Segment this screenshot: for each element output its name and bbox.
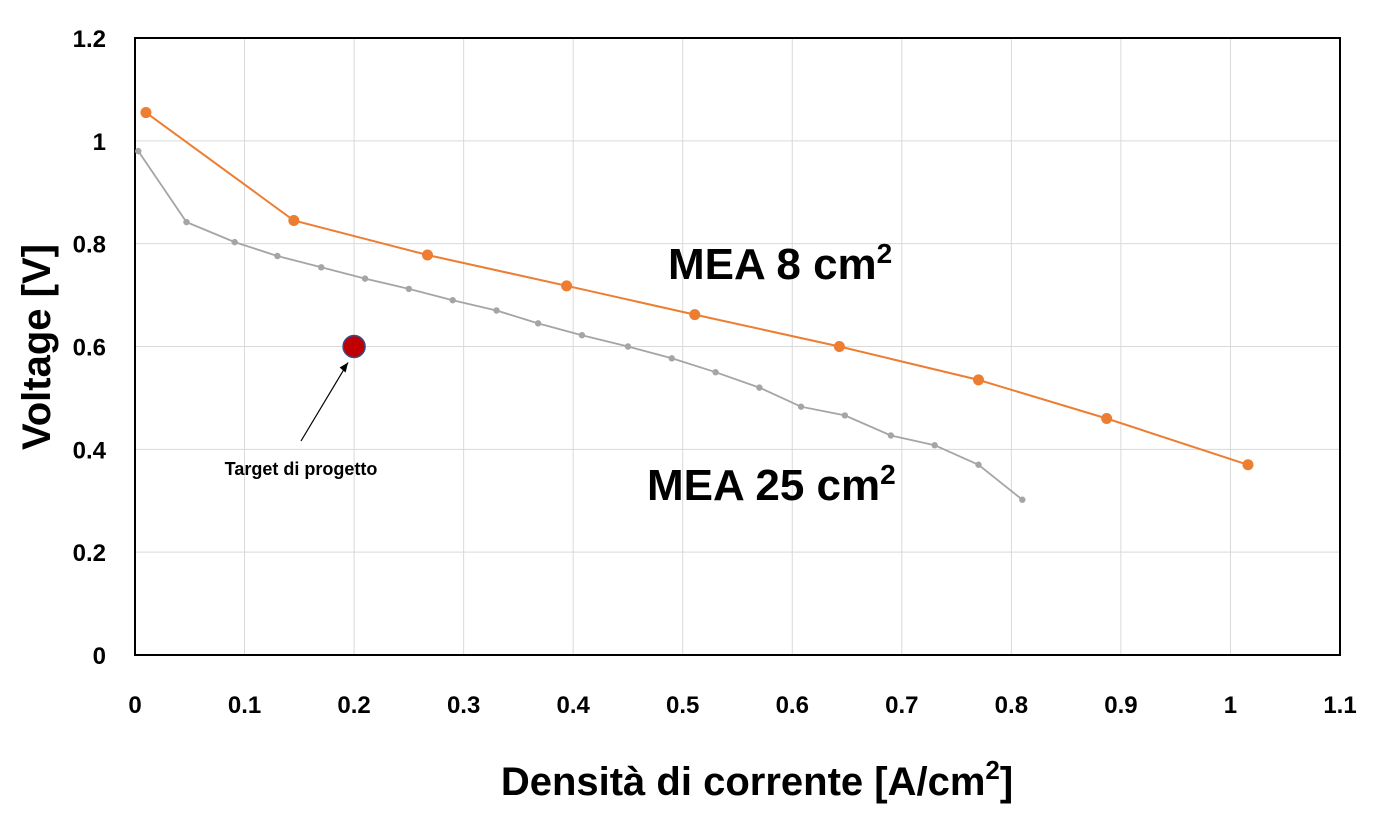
- target-label: Target di progetto: [225, 459, 378, 479]
- x-tick-label: 0.2: [337, 692, 370, 719]
- data-point-mea-25: [405, 285, 413, 293]
- y-tick-label: 1: [93, 129, 106, 156]
- data-point-mea-25: [841, 412, 849, 419]
- series-group: [135, 107, 1254, 503]
- x-tick-label: 0.7: [885, 692, 918, 719]
- x-tick-label: 0.6: [776, 692, 809, 719]
- target-point: [342, 334, 366, 359]
- data-point-mea-8: [288, 215, 300, 227]
- y-tick-label: 0.8: [73, 232, 106, 259]
- series-label-mea-8: MEA 8 cm2: [668, 238, 892, 289]
- x-tick-label: 1: [1224, 692, 1237, 719]
- data-point-mea-25: [361, 275, 369, 282]
- data-point-mea-25: [1019, 496, 1026, 503]
- data-point-mea-8: [140, 107, 152, 119]
- y-tick-label: 0.4: [73, 437, 107, 464]
- data-point-mea-25: [578, 331, 586, 339]
- x-axis-title: Densità di corrente [A/cm2]: [501, 755, 1013, 804]
- x-tick-label: 0.4: [556, 692, 590, 719]
- plot-frame: [134, 37, 1341, 656]
- x-tick-label: 0: [128, 692, 141, 719]
- data-point-mea-25: [931, 442, 938, 449]
- target-arrow: [300, 362, 349, 442]
- y-tick-label: 0: [93, 643, 106, 670]
- x-tick-labels: 0 0.1 0.2 0.3 0.4 0.5 0.6 0.7 0.8 0.9 1 1.1: [128, 692, 1356, 719]
- data-point-mea-8: [1101, 412, 1113, 424]
- annotations: [300, 334, 366, 442]
- x-tick-label: 1.1: [1323, 692, 1356, 719]
- y-axis-title: Voltage [V]: [15, 244, 59, 450]
- x-tick-label: 0.5: [666, 692, 699, 719]
- data-point-mea-25: [183, 218, 190, 226]
- series-label-mea-25: MEA 25 cm2: [647, 459, 896, 510]
- data-point-mea-8: [421, 249, 433, 261]
- data-point-mea-25: [135, 147, 142, 155]
- gridlines: [135, 38, 1340, 655]
- data-point-mea-25: [274, 252, 281, 260]
- y-tick-label: 0.6: [73, 335, 106, 362]
- data-point-mea-25: [756, 384, 763, 391]
- y-tick-labels: 0 0.2 0.4 0.6 0.8 1 1.2: [73, 26, 107, 670]
- x-tick-label: 0.9: [1104, 692, 1137, 719]
- data-point-mea-8: [689, 309, 701, 321]
- data-point-mea-25: [231, 238, 238, 246]
- data-point-mea-25: [449, 297, 456, 304]
- data-point-mea-8: [1242, 459, 1254, 471]
- data-point-mea-25: [887, 432, 895, 439]
- x-tick-label: 0.3: [447, 692, 480, 719]
- data-point-mea-25: [668, 355, 675, 362]
- data-point-mea-25: [712, 369, 719, 376]
- data-point-mea-25: [975, 461, 982, 468]
- target-arrowhead: [339, 362, 349, 373]
- x-tick-label: 0.1: [228, 692, 261, 719]
- data-point-mea-8: [561, 280, 573, 292]
- data-point-mea-25: [534, 320, 542, 327]
- data-point-mea-8: [833, 341, 845, 352]
- data-point-mea-25: [624, 343, 632, 350]
- data-point-mea-25: [318, 264, 325, 271]
- data-point-mea-8: [973, 374, 984, 386]
- data-point-mea-25: [493, 307, 500, 314]
- x-tick-label: 0.8: [995, 692, 1028, 719]
- y-tick-label: 1.2: [73, 26, 106, 53]
- data-point-mea-25: [797, 403, 805, 410]
- y-tick-label: 0.2: [73, 540, 106, 567]
